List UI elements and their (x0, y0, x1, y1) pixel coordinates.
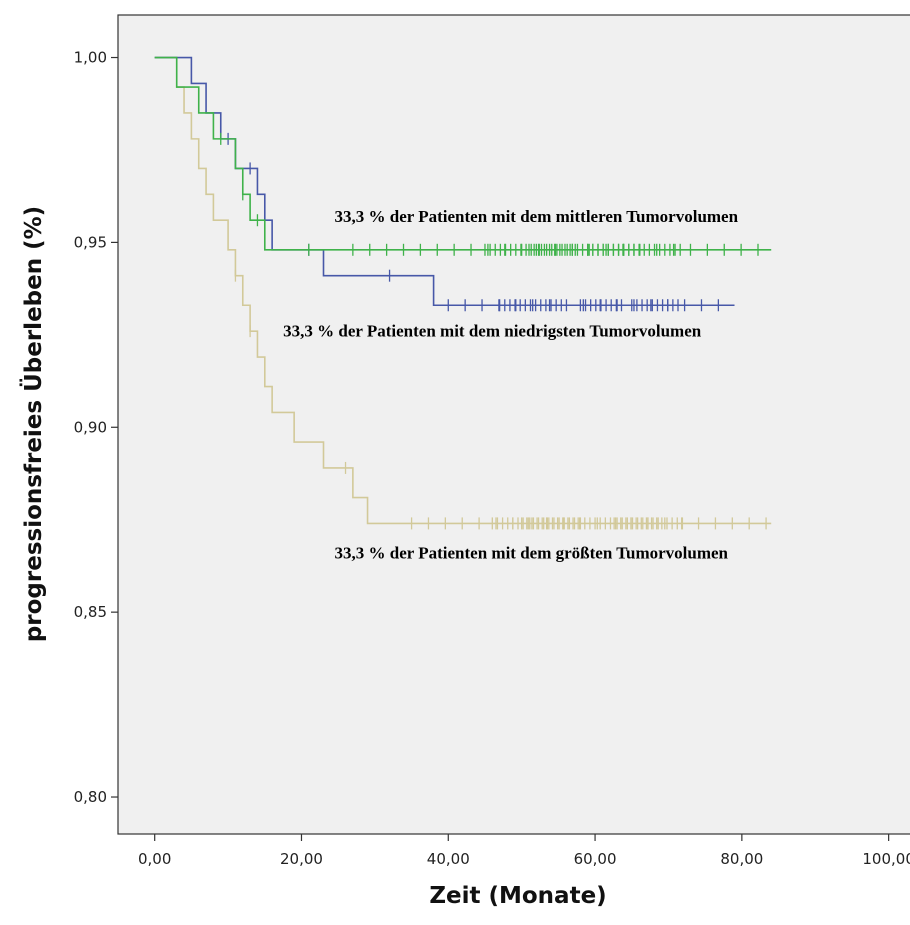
survival-series-2 (154, 56, 772, 256)
curve-annotation: 33,3 % der Patienten mit dem größten Tum… (335, 544, 729, 563)
x-tick-label: 100,00 (862, 850, 910, 868)
y-tick-label: 0,85 (74, 603, 107, 621)
plot-area (117, 14, 910, 835)
x-axis-title: Zeit (Monate) (429, 883, 606, 909)
x-tick-label: 60,00 (574, 850, 617, 868)
curve-annotations: 33,3 % der Patienten mit dem mittleren T… (283, 207, 738, 562)
x-tick-label: 40,00 (427, 850, 470, 868)
y-axis: 0,80 0,85 0,90 0,95 1,00 (74, 49, 118, 806)
survival-step-line (154, 56, 772, 525)
curve-annotation: 33,3 % der Patienten mit dem niedrigsten… (283, 322, 702, 341)
x-tick-label: 20,00 (280, 850, 323, 868)
y-tick-label: 0,90 (74, 418, 107, 436)
y-tick-label: 0,80 (74, 788, 107, 806)
y-tick-label: 1,00 (74, 49, 107, 67)
y-tick-label: 0,95 (74, 233, 107, 251)
survival-curves (154, 56, 772, 530)
curve-annotation: 33,3 % der Patienten mit dem mittleren T… (335, 207, 739, 226)
y-axis-title: progressionsfreies Überleben (%) (19, 206, 47, 642)
x-tick-label: 80,00 (720, 850, 763, 868)
survival-step-line (154, 56, 735, 307)
x-axis: 0,00 20,00 40,00 60,00 80,00 100,00 (138, 834, 910, 868)
x-tick-label: 0,00 (138, 850, 171, 868)
survival-series-0 (154, 56, 772, 530)
